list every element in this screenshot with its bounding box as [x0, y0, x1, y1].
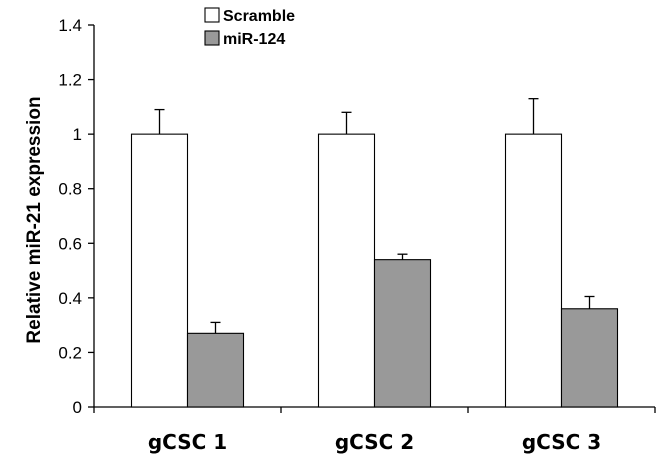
- category-label: gCSC 3: [522, 430, 601, 454]
- category-label: gCSC 1: [148, 430, 227, 454]
- legend: Scramble miR-124: [204, 7, 295, 48]
- y-tick-label: 0: [73, 398, 82, 417]
- bars: [130, 98, 619, 408]
- bar-mir-124: [186, 332, 245, 408]
- y-tick-label: 0.4: [58, 289, 82, 308]
- bar-mir-124: [373, 259, 432, 408]
- legend-label: Scramble: [223, 8, 295, 25]
- category-label: gCSC 2: [335, 430, 414, 454]
- y-ticks: 0 0.2 0.4 0.6 0.8 1 1.2 1.4: [58, 16, 656, 417]
- y-tick-label: 0.6: [58, 234, 82, 253]
- y-tick-label: 1.2: [58, 71, 82, 90]
- y-tick-label: 1.4: [58, 16, 82, 35]
- y-axis-label: Relative miR-21 expression: [24, 96, 45, 343]
- bar-scramble: [317, 133, 376, 408]
- bar-scramble: [504, 133, 563, 408]
- bar-mir-124: [560, 308, 619, 408]
- legend-swatch: [204, 30, 220, 46]
- category-labels: gCSC 1 gCSC 2 gCSC 3: [148, 430, 601, 454]
- y-tick-label: 0.8: [58, 180, 82, 199]
- y-tick-label: 0.2: [58, 343, 82, 362]
- y-tick-label: 1: [73, 125, 82, 144]
- legend-label: miR-124: [223, 31, 285, 48]
- legend-swatch: [204, 7, 220, 23]
- bar-scramble: [130, 133, 189, 408]
